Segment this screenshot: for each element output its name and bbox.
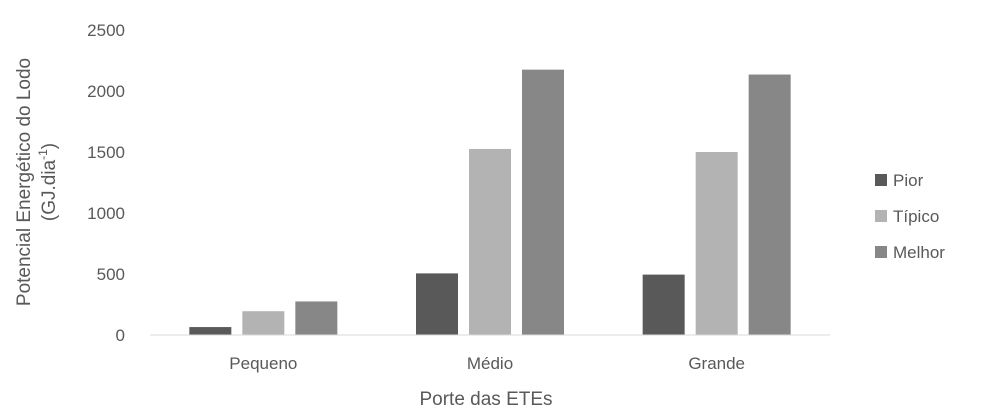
bar-melhor-1: [522, 69, 564, 336]
y-axis-title-line2-superscript: -1: [36, 149, 50, 160]
legend-swatch-melhor: [875, 246, 887, 258]
legend-swatch-típico: [875, 210, 887, 222]
bar-pior-2: [642, 274, 685, 335]
y-tick-label: 2000: [87, 82, 125, 101]
x-axis-ticks: Pequeno Médio Grande: [229, 354, 745, 373]
y-axis-ticks: 0 500 1000 1500 2000 2500: [87, 21, 125, 345]
x-tick-label: Pequeno: [229, 354, 297, 373]
bar-típico-1: [469, 148, 511, 335]
bar-melhor-0: [295, 301, 338, 335]
bar-pior-1: [416, 273, 458, 335]
y-tick-label: 500: [97, 265, 125, 284]
legend-label-melhor: Melhor: [893, 243, 945, 262]
bar-típico-0: [242, 311, 285, 335]
bar-típico-2: [695, 152, 738, 335]
x-tick-label: Médio: [467, 354, 513, 373]
y-axis-title-line2-suffix: ): [39, 143, 60, 149]
y-axis-title-line1: Potencial Energético do Lodo: [14, 58, 35, 306]
bar-pior-0: [189, 327, 232, 335]
bars: [189, 69, 791, 336]
y-axis-title-line2-prefix: (GJ.dia: [39, 159, 60, 221]
x-axis-title: Porte das ETEs: [419, 389, 552, 410]
legend-label-pior: Pior: [893, 171, 924, 190]
y-axis-title-line2: (GJ.dia-1): [36, 143, 60, 221]
y-tick-label: 0: [116, 326, 125, 345]
y-tick-label: 2500: [87, 21, 125, 40]
y-tick-label: 1500: [87, 143, 125, 162]
y-tick-label: 1000: [87, 204, 125, 223]
legend-label-típico: Típico: [893, 207, 939, 226]
legend-swatch-pior: [875, 174, 887, 186]
legend: Pior Típico Melhor: [875, 171, 945, 262]
bar-melhor-2: [748, 74, 791, 335]
y-axis-title: Potencial Energético do Lodo (GJ.dia-1): [14, 58, 60, 306]
x-tick-label: Grande: [688, 354, 745, 373]
